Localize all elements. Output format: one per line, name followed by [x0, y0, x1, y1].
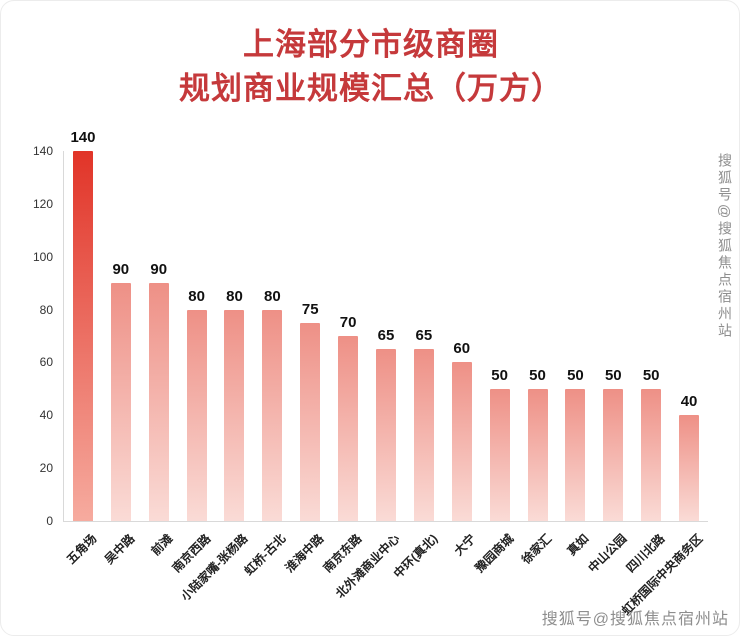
- bar-value-label: 50: [567, 366, 584, 384]
- plot-area: 140 90 90 80 80 80 75 70 65 65 60 50 50 50 50 50 40: [63, 129, 708, 522]
- x-axis-label: 大宁: [451, 531, 479, 559]
- bar-value-label: 70: [339, 314, 357, 331]
- bar-value-label: 90: [112, 261, 130, 279]
- bar-value-label: 140: [70, 129, 96, 146]
- bar-value-label: 65: [377, 327, 395, 345]
- y-axis-tick-label: 80: [39, 302, 53, 317]
- bar-value-label: 50: [491, 366, 508, 384]
- bar-value-label: 50: [642, 366, 660, 384]
- y-axis-tick-label: 100: [32, 249, 53, 264]
- bar: [413, 349, 434, 521]
- chart-title-line2: 规划商业规模汇总（万方）: [179, 71, 563, 107]
- y-axis-tick-label: 140: [32, 144, 53, 158]
- y-axis-tick-label: 20: [39, 461, 53, 476]
- bar: [262, 309, 283, 521]
- y-axis-tick-label: 40: [39, 408, 53, 423]
- bar: [489, 388, 510, 521]
- x-axis-label: 五角场: [63, 531, 100, 567]
- bar-value-label: 60: [453, 340, 471, 358]
- bar-value-label: 80: [188, 287, 205, 305]
- bar: [565, 388, 586, 521]
- y-axis-tick-label: 120: [32, 196, 53, 211]
- bar-value-label: 80: [226, 287, 243, 305]
- bar-value-label: 90: [150, 261, 168, 279]
- chart-title-line1: 上海部分市级商圈: [243, 27, 499, 62]
- bar: [148, 283, 169, 521]
- x-axis-label: 豫园商城: [472, 531, 516, 576]
- bar: [338, 336, 359, 521]
- x-axis-label: 徐家汇: [518, 531, 554, 567]
- bar: [527, 388, 548, 521]
- bar-value-label: 50: [529, 366, 546, 384]
- watermark-vertical: 搜狐号@搜狐焦点宿州站: [717, 153, 733, 341]
- x-axis-label: 淮海中路: [282, 531, 327, 576]
- bar: [376, 349, 396, 521]
- x-axis-label: 虹桥-古北: [242, 531, 289, 579]
- bar-value-label: 50: [604, 366, 622, 384]
- bar: [110, 283, 131, 521]
- x-axis-label: 真如: [564, 531, 592, 559]
- bar-value-label: 80: [264, 287, 281, 305]
- x-axis-label: 吴中路: [101, 531, 138, 567]
- bar: [451, 362, 472, 521]
- x-axis-label: 中山公园: [585, 531, 630, 576]
- chart-title: 上海部分市级商圈 规划商业规模汇总（万方）: [1, 23, 739, 111]
- bar: [224, 309, 245, 521]
- bar: [186, 309, 207, 521]
- x-axis-label: 前滩: [148, 531, 176, 559]
- bar: [679, 415, 700, 521]
- bar-value-label: 40: [680, 393, 698, 411]
- y-axis-tick-label: 60: [39, 355, 53, 370]
- bar-value-label: 65: [415, 327, 433, 345]
- watermark-bottom: 搜狐号@搜狐焦点宿州站: [541, 611, 729, 628]
- y-axis-tick-label: 0: [46, 514, 53, 528]
- bar: [300, 322, 321, 521]
- bar-value-label: 75: [301, 300, 319, 318]
- bar: [641, 388, 662, 521]
- bar: [72, 151, 93, 521]
- bar: [603, 388, 624, 521]
